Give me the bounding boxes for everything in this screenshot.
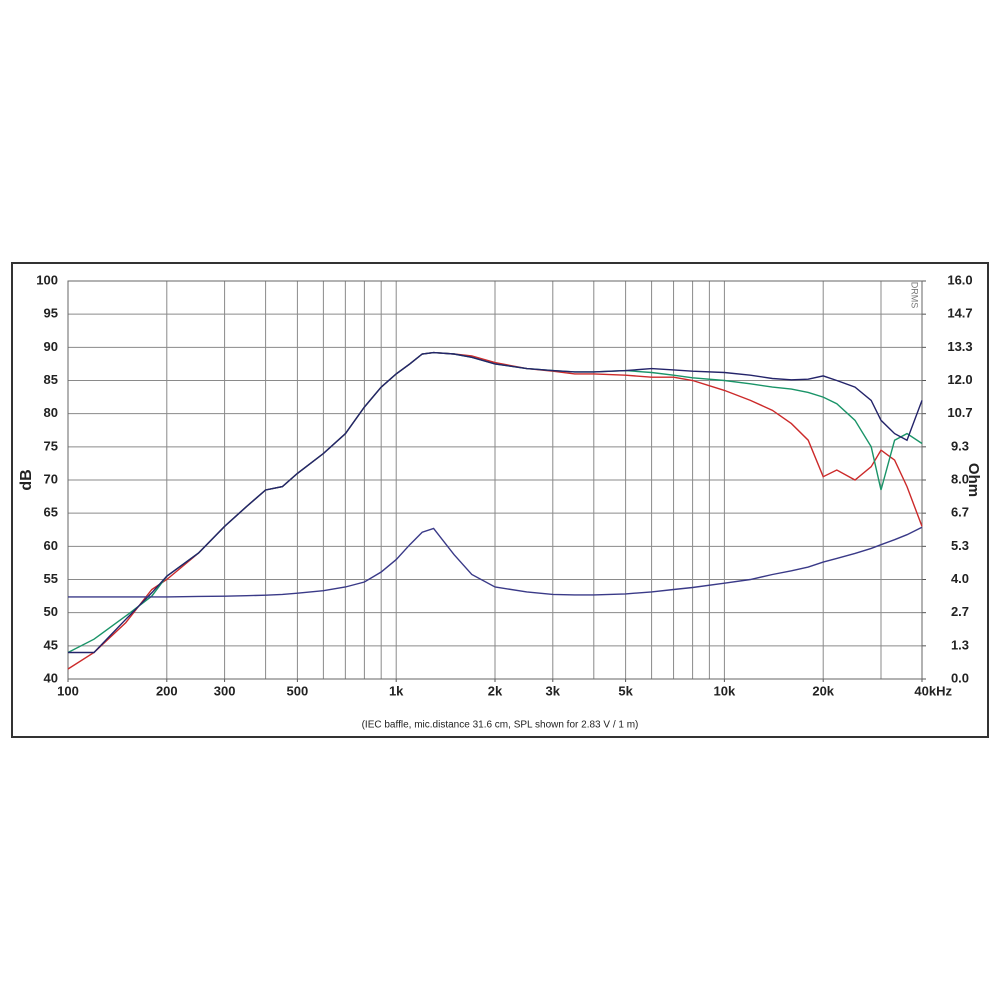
plot-border xyxy=(67,280,923,680)
y2-tick-label: 12.0 xyxy=(947,372,972,387)
y-tick-label: 95 xyxy=(44,306,58,321)
x-tick-label: 3k xyxy=(546,683,561,698)
note: (IEC baffle, mic.distance 31.6 cm, SPL s… xyxy=(362,720,639,731)
y-tick-label: 50 xyxy=(44,604,58,619)
x-tick-label: 100 xyxy=(57,683,79,698)
series-line xyxy=(68,526,923,598)
y-tick-label: 45 xyxy=(44,637,58,652)
y-tick-label: 75 xyxy=(44,438,58,453)
y-tick-label: 80 xyxy=(44,405,58,420)
watermark: DRMS xyxy=(910,282,920,309)
frame xyxy=(11,262,989,738)
y2-tick-label: 14.7 xyxy=(947,306,972,321)
y2-tick-label: 16.0 xyxy=(947,272,972,287)
y2-tick-label: 13.3 xyxy=(947,339,972,354)
y-tick-label: 85 xyxy=(44,372,58,387)
y2-tick-label: 6.7 xyxy=(951,505,969,520)
y2-tick-label: 4.0 xyxy=(951,571,969,586)
y2-tick-label: 1.3 xyxy=(951,637,969,652)
y-tick-label: 55 xyxy=(44,571,58,586)
y2-tick-label: 8.0 xyxy=(951,471,969,486)
y2-tick-label: 10.7 xyxy=(947,405,972,420)
y-tick-label: 40 xyxy=(44,670,58,685)
x-tick-label: 40kHz xyxy=(914,683,952,698)
y-tick-label: 65 xyxy=(44,505,58,520)
x-tick-label: 2k xyxy=(488,683,503,698)
x-tick-label: 300 xyxy=(214,683,236,698)
y2-tick-label: 9.3 xyxy=(951,438,969,453)
y2-tick-label: 5.3 xyxy=(951,538,969,553)
y-tick-label: 60 xyxy=(44,538,58,553)
y2-tick-label: 2.7 xyxy=(951,604,969,619)
y2-tick-label: 0.0 xyxy=(951,670,969,685)
y-tick-label: 90 xyxy=(44,339,58,354)
x-tick-label: 5k xyxy=(618,683,633,698)
series-line xyxy=(68,351,923,654)
x-tick-label: 20k xyxy=(812,683,834,698)
y2-axis-title: Ohm xyxy=(965,463,982,497)
x-tick-label: 1k xyxy=(389,683,404,698)
x-tick-label: 500 xyxy=(287,683,309,698)
x-tick-label: 200 xyxy=(156,683,178,698)
x-tick-label: 10k xyxy=(714,683,736,698)
y-tick-label: 70 xyxy=(44,471,58,486)
y-axis-title: dB xyxy=(18,469,35,490)
y-tick-label: 100 xyxy=(36,272,58,287)
